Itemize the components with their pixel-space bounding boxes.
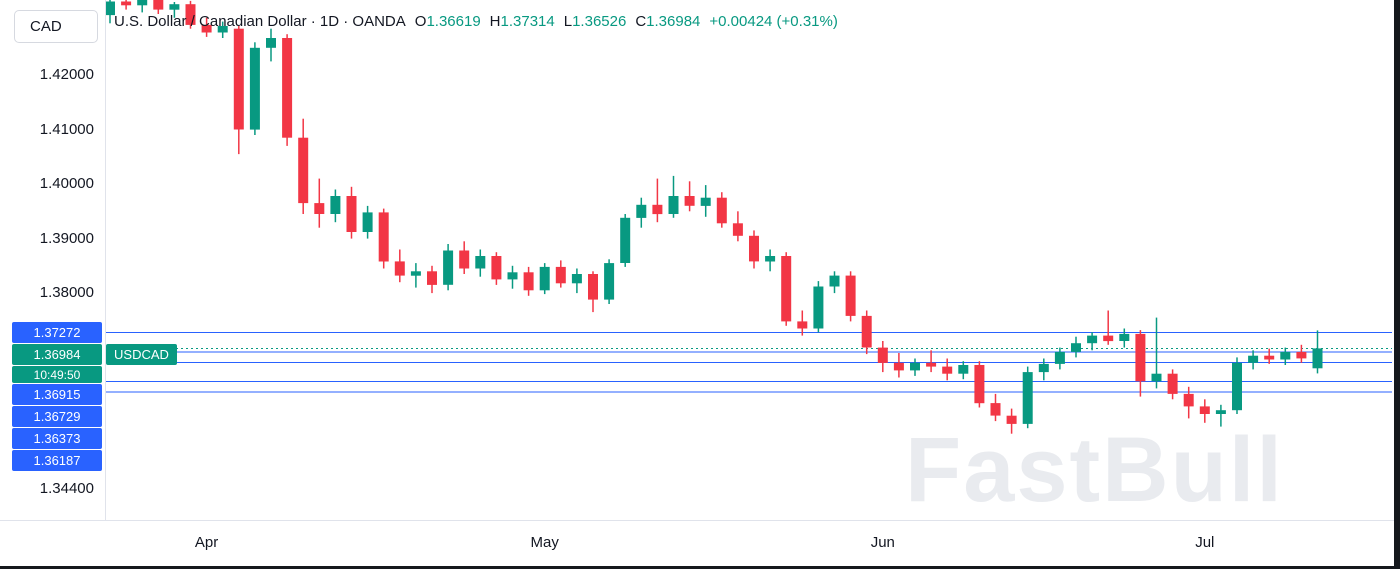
symbol-currency-button[interactable]: CAD <box>14 10 98 43</box>
price-tick-label: 1.38000 <box>39 284 94 302</box>
close-label: C <box>635 13 647 30</box>
time-axis-label: Jun <box>870 534 895 551</box>
low-label: L <box>563 13 573 30</box>
fastbull-watermark: FastBull <box>905 419 1284 521</box>
price-tick-label: 1.34400 <box>39 480 94 498</box>
price-tick-label: 1.39000 <box>39 229 94 247</box>
ohlc-open: O1.36619 <box>415 13 481 30</box>
window-edge-bottom <box>0 566 1400 569</box>
low-value: 1.36526 <box>572 13 627 30</box>
price-level-label[interactable]: 1.36373 <box>12 428 102 450</box>
current-price-label[interactable]: 1.36984 <box>12 344 102 366</box>
ohlc-low: L1.36526 <box>564 13 627 30</box>
window-edge-right <box>1394 0 1400 569</box>
chart-legend: U.S. Dollar / Canadian Dollar · 1D · OAN… <box>114 13 838 30</box>
high-label: H <box>489 13 501 30</box>
time-axis-label: May <box>530 534 559 551</box>
symbol-title[interactable]: U.S. Dollar / Canadian Dollar · 1D · OAN… <box>114 13 406 30</box>
symbol-currency-label: CAD <box>30 18 62 35</box>
price-level-label[interactable]: 1.36729 <box>12 406 102 428</box>
high-value: 1.37314 <box>500 13 555 30</box>
price-level-label[interactable]: 1.36915 <box>12 384 102 406</box>
current-time-label: 10:49:50 <box>12 366 102 384</box>
close-value: 1.36984 <box>646 13 701 30</box>
symbol-price-tag[interactable]: USDCAD <box>106 344 177 366</box>
open-value: 1.36619 <box>426 13 481 30</box>
price-level-label[interactable]: 1.37272 <box>12 322 102 344</box>
price-tick-label: 1.40000 <box>39 175 94 193</box>
time-axis-label: Jul <box>1195 534 1215 551</box>
ohlc-close: C1.36984 <box>635 13 700 30</box>
price-tick-label: 1.42000 <box>39 66 94 84</box>
chart-canvas[interactable] <box>0 0 1400 520</box>
open-label: O <box>414 13 427 30</box>
price-tick-label: 1.41000 <box>39 120 94 138</box>
price-change: +0.00424 (+0.31%) <box>709 13 838 30</box>
ohlc-high: H1.37314 <box>490 13 555 30</box>
time-axis-label: Apr <box>194 534 219 551</box>
price-axis[interactable]: 1.42000 1.41000 1.40000 1.39000 1.38000 1.344… <box>0 0 106 520</box>
price-level-label[interactable]: 1.36187 <box>12 450 102 472</box>
time-axis[interactable]: Apr May Jun Jul <box>0 520 1400 569</box>
